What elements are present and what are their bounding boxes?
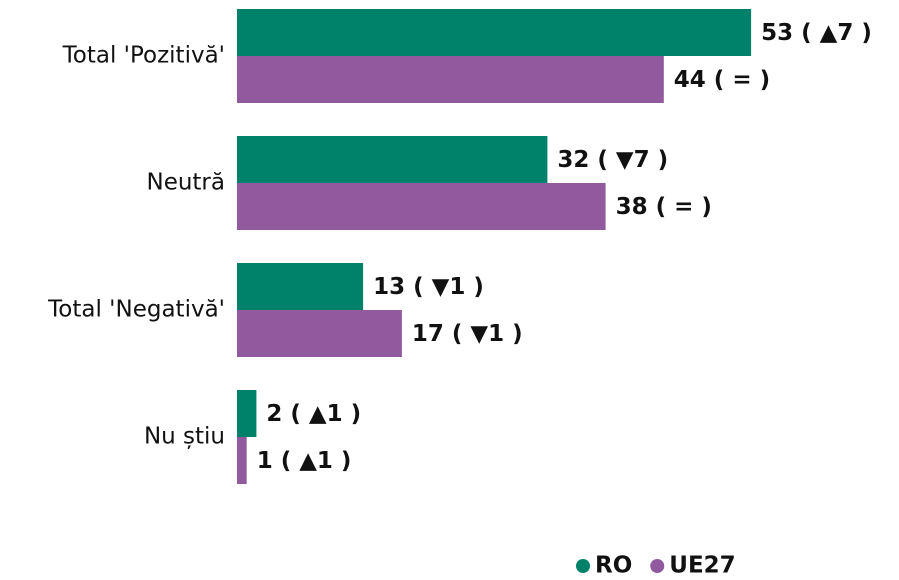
- category-label: Total 'Negativă': [47, 297, 225, 323]
- bar: [237, 56, 664, 103]
- bar: [237, 263, 364, 310]
- value-label: 2 ( ▲1 ): [266, 401, 361, 427]
- value-label: 44 ( = ): [674, 67, 770, 93]
- bar: [237, 183, 606, 230]
- category-label: Nu știu: [144, 424, 225, 450]
- bar: [237, 9, 752, 56]
- category-label: Neutră: [146, 170, 225, 196]
- bar: [237, 136, 548, 183]
- value-label: 13 ( ▼1 ): [373, 274, 484, 300]
- legend-swatch: [650, 559, 665, 573]
- legend-label: UE27: [669, 553, 735, 579]
- bar: [237, 437, 247, 484]
- bar: [237, 310, 402, 357]
- legend-label: RO: [595, 553, 632, 579]
- value-label: 53 ( ▲7 ): [761, 20, 872, 46]
- legend-swatch: [576, 559, 590, 573]
- value-label: 1 ( ▲1 ): [257, 448, 352, 474]
- value-label: 17 ( ▼1 ): [412, 321, 523, 347]
- value-label: 38 ( = ): [616, 194, 712, 220]
- value-label: 32 ( ▼7 ): [557, 147, 668, 173]
- bar: [237, 390, 257, 437]
- category-label: Total 'Pozitivă': [62, 43, 225, 69]
